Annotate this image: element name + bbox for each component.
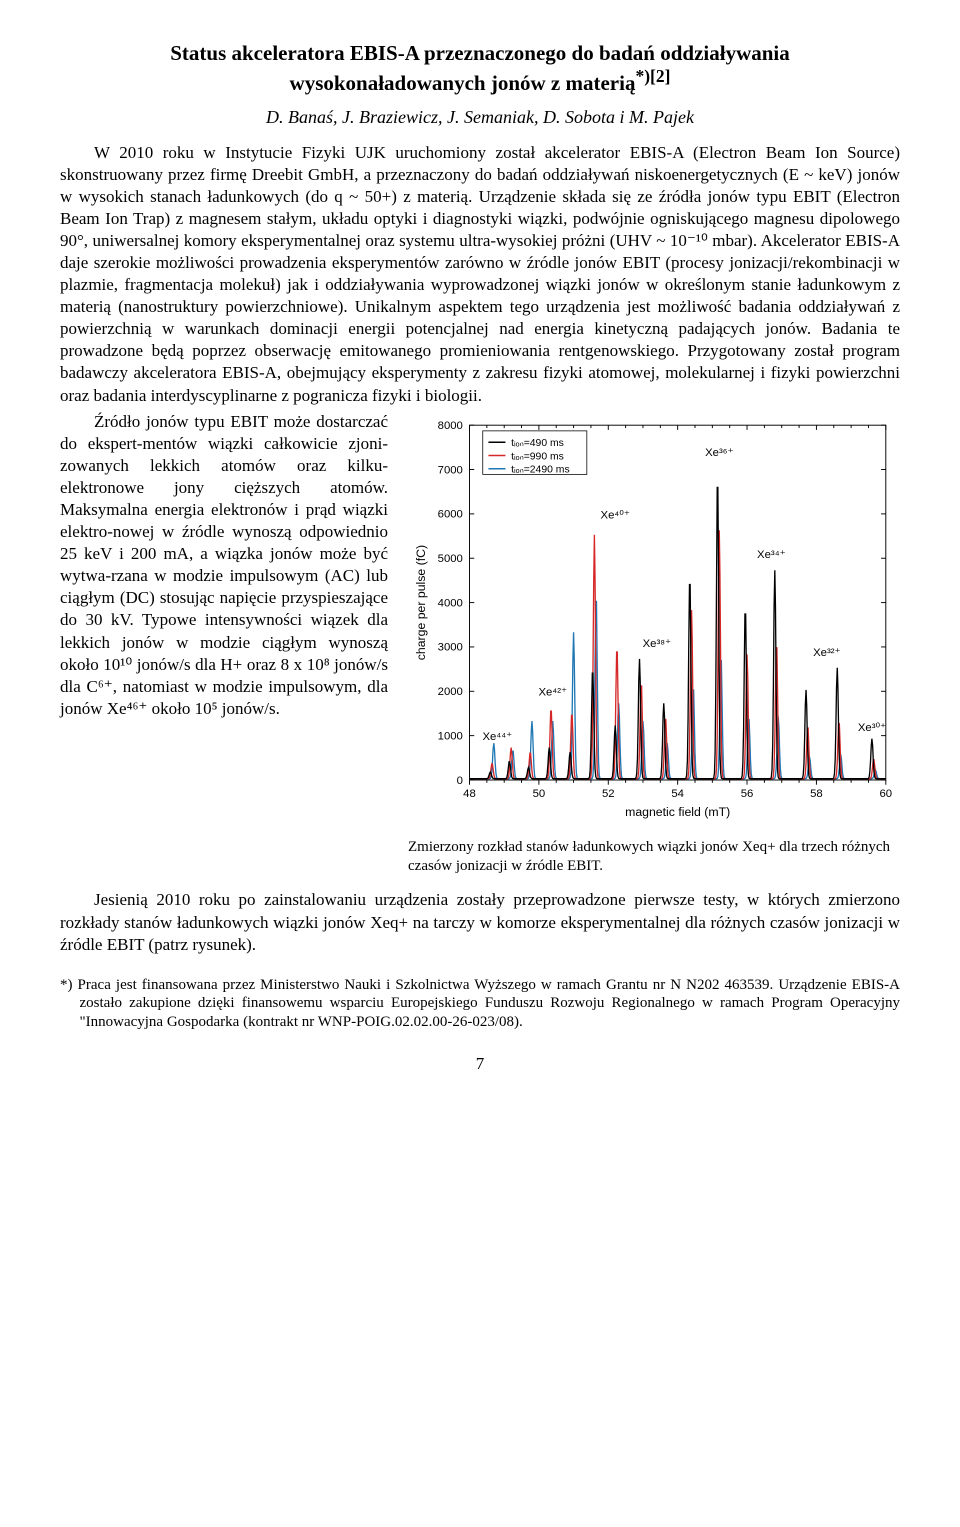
svg-text:Xe³²⁺: Xe³²⁺ bbox=[813, 646, 840, 658]
svg-text:6000: 6000 bbox=[438, 508, 463, 520]
svg-text:8000: 8000 bbox=[438, 420, 463, 432]
svg-text:tᵢₒₙ=2490 ms: tᵢₒₙ=2490 ms bbox=[511, 464, 570, 475]
svg-text:2000: 2000 bbox=[438, 686, 463, 698]
svg-text:Xe⁴⁰⁺: Xe⁴⁰⁺ bbox=[601, 509, 630, 521]
svg-text:60: 60 bbox=[879, 788, 892, 800]
paragraph-1: W 2010 roku w Instytucie Fizyki UJK uruc… bbox=[60, 142, 900, 407]
svg-text:54: 54 bbox=[671, 788, 684, 800]
page-number: 7 bbox=[60, 1054, 900, 1074]
svg-text:Xe³⁶⁺: Xe³⁶⁺ bbox=[705, 447, 733, 459]
svg-text:5000: 5000 bbox=[438, 553, 463, 565]
svg-text:0: 0 bbox=[457, 774, 463, 786]
svg-text:58: 58 bbox=[810, 788, 823, 800]
svg-text:Xe³⁴⁺: Xe³⁴⁺ bbox=[757, 549, 786, 561]
title-sup: *)[2] bbox=[635, 66, 670, 86]
left-column: Źródło jonów typu EBIT może dostarczać d… bbox=[60, 411, 388, 876]
paragraph-3: Jesienią 2010 roku po zainstalowaniu urz… bbox=[60, 889, 900, 955]
title: Status akceleratora EBIS-A przeznaczoneg… bbox=[60, 40, 900, 97]
svg-text:Xe³⁸⁺: Xe³⁸⁺ bbox=[643, 638, 671, 650]
right-column: 48 50 52 54 56 58 60 0 1000 2000 3000 4000 5000 6000 7… bbox=[408, 411, 900, 876]
para3-text: Jesienią 2010 roku po zainstalowaniu urz… bbox=[60, 889, 900, 955]
svg-text:Xe⁴⁴⁺: Xe⁴⁴⁺ bbox=[482, 731, 512, 743]
chart-svg: 48 50 52 54 56 58 60 0 1000 2000 3000 4000 5000 6000 7… bbox=[408, 411, 900, 827]
svg-text:52: 52 bbox=[602, 788, 615, 800]
svg-text:tᵢₒₙ=490 ms: tᵢₒₙ=490 ms bbox=[511, 438, 564, 449]
svg-text:tᵢₒₙ=990 ms: tᵢₒₙ=990 ms bbox=[511, 451, 564, 462]
svg-text:7000: 7000 bbox=[438, 464, 463, 476]
page: Status akceleratora EBIS-A przeznaczoneg… bbox=[0, 0, 960, 1114]
two-column-region: Źródło jonów typu EBIT może dostarczać d… bbox=[60, 411, 900, 876]
para1-text: W 2010 roku w Instytucie Fizyki UJK uruc… bbox=[60, 142, 900, 407]
authors: D. Banaś, J. Braziewicz, J. Semaniak, D.… bbox=[60, 107, 900, 128]
svg-text:4000: 4000 bbox=[438, 597, 463, 609]
svg-text:charge per pulse (fC): charge per pulse (fC) bbox=[414, 545, 428, 660]
title-line1: Status akceleratora EBIS-A przeznaczoneg… bbox=[170, 41, 790, 65]
svg-text:3000: 3000 bbox=[438, 641, 463, 653]
spectrum-chart: 48 50 52 54 56 58 60 0 1000 2000 3000 4000 5000 6000 7… bbox=[408, 411, 900, 832]
para2-text: Źródło jonów typu EBIT może dostarczać d… bbox=[60, 411, 388, 720]
svg-text:48: 48 bbox=[463, 788, 476, 800]
svg-text:1000: 1000 bbox=[438, 730, 463, 742]
title-line2: wysokonaładowanych jonów z materią bbox=[290, 71, 636, 95]
footnote: *) Praca jest finansowana przez Minister… bbox=[60, 976, 900, 1032]
svg-text:50: 50 bbox=[533, 788, 546, 800]
chart-caption: Zmierzony rozkład stanów ładunkowych wią… bbox=[408, 838, 900, 876]
svg-text:Xe³⁰⁺: Xe³⁰⁺ bbox=[858, 722, 886, 734]
svg-text:56: 56 bbox=[741, 788, 754, 800]
svg-text:magnetic field (mT): magnetic field (mT) bbox=[625, 805, 730, 819]
footnote-text: *) Praca jest finansowana przez Minister… bbox=[60, 976, 900, 1032]
svg-text:Xe⁴²⁺: Xe⁴²⁺ bbox=[539, 686, 568, 698]
